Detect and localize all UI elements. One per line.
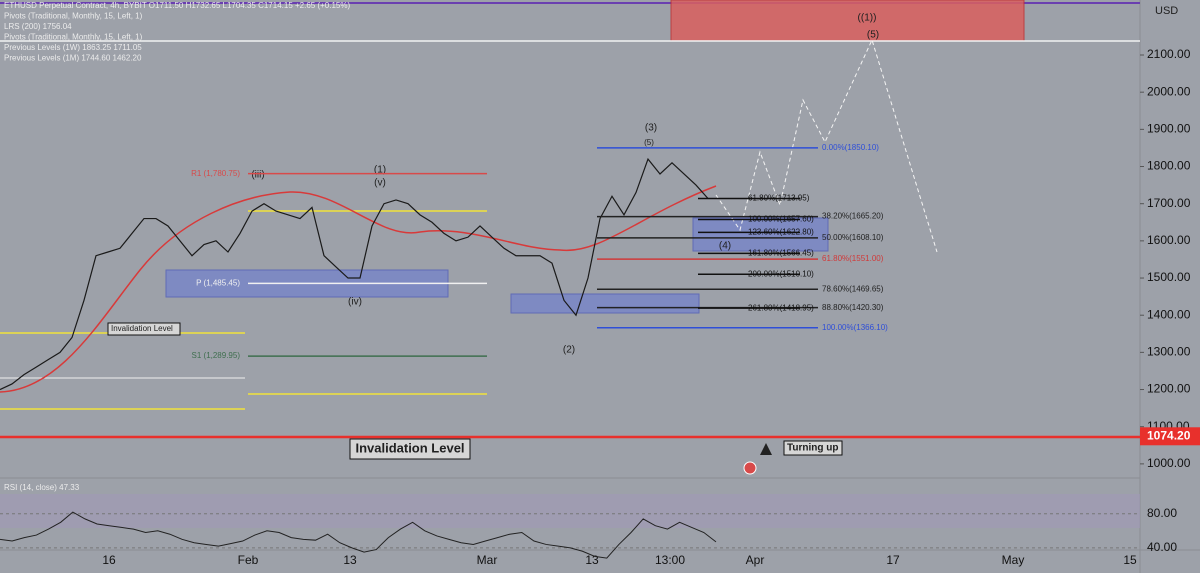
level-label: 0.00%(1850.10) [822,143,879,152]
rsi-label: RSI (14, close) 47.33 [4,483,80,492]
label-box [783,440,843,456]
level-label: 161.80%(1566.45) [748,248,814,257]
wave-label: (3) [645,123,657,134]
icon [760,443,772,455]
x-tick-label: 13:00 [655,553,685,567]
annotation: Turning up [787,443,838,454]
y-tick-label: 1300.00 [1147,345,1191,359]
y-tick-label: 80.00 [1147,506,1177,520]
level-label: 100.00%(1657.60) [748,215,814,224]
y-tick-label: 2100.00 [1147,47,1191,61]
annotation: Invalidation Level [111,324,173,333]
wave-label: (2) [563,345,575,356]
y-tick-label: 1800.00 [1147,159,1191,173]
wave-label: (iv) [348,297,362,308]
level-label: P (1,485.45) [196,279,240,288]
level-label: 38.20%(1665.20) [822,212,884,221]
rsi-band [0,494,1140,528]
level-label: 123.60%(1622.80) [748,227,814,236]
y-tick-label: 1900.00 [1147,122,1191,136]
wave-label: (4) [719,241,731,252]
annotation: Invalidation Level [355,440,464,455]
projection [715,38,938,253]
wave-label: ((1)) [858,13,877,24]
x-tick-label: Mar [477,553,498,567]
price-line [0,157,709,391]
y-tick-label: 1200.00 [1147,382,1191,396]
moving-average [0,185,717,393]
wave-label: (iii) [251,170,264,181]
wave-label: (1) [374,165,386,176]
x-tick-label: 15 [1123,553,1137,567]
rsi-line [0,511,717,559]
x-tick-label: May [1002,553,1025,567]
axis-unit: USD [1155,5,1178,17]
level-label: 61.80%(1551.00) [822,254,884,263]
zone [510,293,700,314]
legend-text: ETHUSD Perpetual Contract, 4h, BYBIT O17… [4,1,350,10]
x-tick-label: 17 [886,553,900,567]
wave-label: (5) [644,138,654,147]
wave-label: (v) [374,178,386,189]
price-tag [1140,427,1200,446]
level-label: 78.60%(1469.65) [822,284,884,293]
level-label: 261.80%(1418.95) [748,303,814,312]
y-tick-label: 40.00 [1147,540,1177,554]
level-label: 200.00%(1510.10) [748,269,814,278]
level-label: 50.00%(1608.10) [822,233,884,242]
y-tick-label: 1400.00 [1147,307,1191,321]
y-tick-label: 1000.00 [1147,456,1191,470]
y-tick-label: 1500.00 [1147,270,1191,284]
zone [692,217,829,252]
x-tick-label: Apr [746,553,765,567]
legend-text: Previous Levels (1M) 1744.60 1462.20 [4,54,142,63]
level-label: 61.80%(1713.95) [748,194,810,203]
level-label: 100.00%(1366.10) [822,323,888,332]
level-label: 88.80%(1420.30) [822,303,884,312]
price-tag-label: 1074.20 [1147,428,1191,442]
x-tick-label: 16 [102,553,116,567]
level-label: S1 (1,289.95) [192,351,241,360]
label-box [107,322,181,336]
wave-label: (5) [867,30,879,41]
y-tick-label: 2000.00 [1147,84,1191,98]
legend-text: LRS (200) 1756.04 [4,22,72,31]
y-tick-label: 1600.00 [1147,233,1191,247]
x-tick-label: Feb [238,553,259,567]
legend-text: Pivots (Traditional, Monthly, 15, Left, … [4,33,143,42]
level-label: R1 (1,780.75) [191,169,240,178]
target-zone [670,0,1025,42]
legend-text: Previous Levels (1W) 1863.25 1711.05 [4,43,142,52]
x-tick-label: 13 [343,553,357,567]
y-tick-label: 1700.00 [1147,196,1191,210]
icon [743,461,757,475]
label-box [349,438,471,460]
legend-text: Pivots (Traditional, Monthly, 15, Left, … [4,12,143,21]
